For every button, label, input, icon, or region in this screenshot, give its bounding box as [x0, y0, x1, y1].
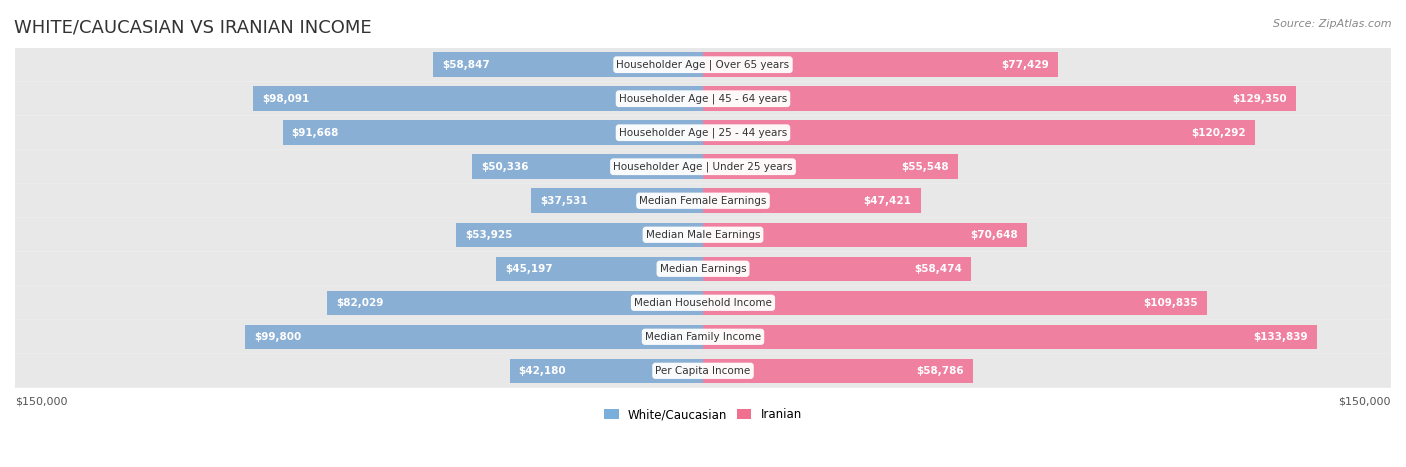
Bar — [703, 359, 973, 383]
Bar — [0, 354, 15, 388]
Bar — [703, 325, 1317, 349]
Bar — [0, 150, 15, 184]
Bar — [703, 120, 1254, 145]
FancyBboxPatch shape — [15, 218, 1391, 252]
Text: WHITE/CAUCASIAN VS IRANIAN INCOME: WHITE/CAUCASIAN VS IRANIAN INCOME — [14, 19, 371, 37]
Bar — [703, 290, 1206, 315]
FancyBboxPatch shape — [15, 82, 1391, 116]
FancyBboxPatch shape — [15, 116, 1391, 150]
Text: Median Female Earnings: Median Female Earnings — [640, 196, 766, 206]
Text: $58,847: $58,847 — [443, 60, 491, 70]
Text: $47,421: $47,421 — [863, 196, 911, 206]
Text: $109,835: $109,835 — [1143, 298, 1198, 308]
Text: $37,531: $37,531 — [540, 196, 588, 206]
Text: Source: ZipAtlas.com: Source: ZipAtlas.com — [1274, 19, 1392, 28]
Bar — [0, 320, 15, 354]
Bar — [703, 155, 957, 179]
Text: $133,839: $133,839 — [1253, 332, 1308, 342]
Bar — [496, 256, 703, 281]
Bar — [0, 48, 15, 82]
Bar — [283, 120, 703, 145]
Bar — [433, 52, 703, 77]
Bar — [0, 252, 15, 286]
Text: $50,336: $50,336 — [481, 162, 529, 172]
FancyBboxPatch shape — [15, 48, 1391, 82]
Text: $55,548: $55,548 — [901, 162, 949, 172]
Bar — [703, 189, 921, 213]
Text: Median Household Income: Median Household Income — [634, 298, 772, 308]
Bar — [703, 222, 1026, 247]
Text: Householder Age | Over 65 years: Householder Age | Over 65 years — [616, 59, 790, 70]
Text: $82,029: $82,029 — [336, 298, 384, 308]
Text: $150,000: $150,000 — [1339, 396, 1391, 406]
FancyBboxPatch shape — [15, 184, 1391, 218]
Bar — [456, 222, 703, 247]
Bar — [326, 290, 703, 315]
Bar — [703, 256, 972, 281]
Text: $99,800: $99,800 — [254, 332, 302, 342]
Bar — [509, 359, 703, 383]
Bar — [0, 116, 15, 150]
Bar — [703, 86, 1296, 111]
Bar — [472, 155, 703, 179]
Bar — [245, 325, 703, 349]
Bar — [0, 218, 15, 252]
Text: $150,000: $150,000 — [15, 396, 67, 406]
Text: $91,668: $91,668 — [291, 127, 339, 138]
Text: Median Earnings: Median Earnings — [659, 264, 747, 274]
Text: $77,429: $77,429 — [1001, 60, 1049, 70]
Text: $129,350: $129,350 — [1233, 94, 1286, 104]
Text: $120,292: $120,292 — [1191, 127, 1246, 138]
FancyBboxPatch shape — [15, 286, 1391, 320]
Text: $70,648: $70,648 — [970, 230, 1018, 240]
Text: Median Family Income: Median Family Income — [645, 332, 761, 342]
Text: $53,925: $53,925 — [465, 230, 512, 240]
Text: $58,786: $58,786 — [915, 366, 963, 376]
FancyBboxPatch shape — [15, 252, 1391, 286]
Text: Householder Age | 45 - 64 years: Householder Age | 45 - 64 years — [619, 93, 787, 104]
Bar — [0, 82, 15, 116]
FancyBboxPatch shape — [15, 354, 1391, 388]
Text: $58,474: $58,474 — [914, 264, 962, 274]
Legend: White/Caucasian, Iranian: White/Caucasian, Iranian — [599, 403, 807, 426]
Text: Median Male Earnings: Median Male Earnings — [645, 230, 761, 240]
Text: $98,091: $98,091 — [263, 94, 309, 104]
Bar — [253, 86, 703, 111]
Bar — [0, 184, 15, 218]
Text: $45,197: $45,197 — [505, 264, 553, 274]
Text: Householder Age | Under 25 years: Householder Age | Under 25 years — [613, 162, 793, 172]
Bar — [0, 286, 15, 320]
Bar — [703, 52, 1059, 77]
Text: $42,180: $42,180 — [519, 366, 567, 376]
FancyBboxPatch shape — [15, 150, 1391, 184]
Text: Householder Age | 25 - 44 years: Householder Age | 25 - 44 years — [619, 127, 787, 138]
FancyBboxPatch shape — [15, 320, 1391, 354]
Bar — [531, 189, 703, 213]
Text: Per Capita Income: Per Capita Income — [655, 366, 751, 376]
